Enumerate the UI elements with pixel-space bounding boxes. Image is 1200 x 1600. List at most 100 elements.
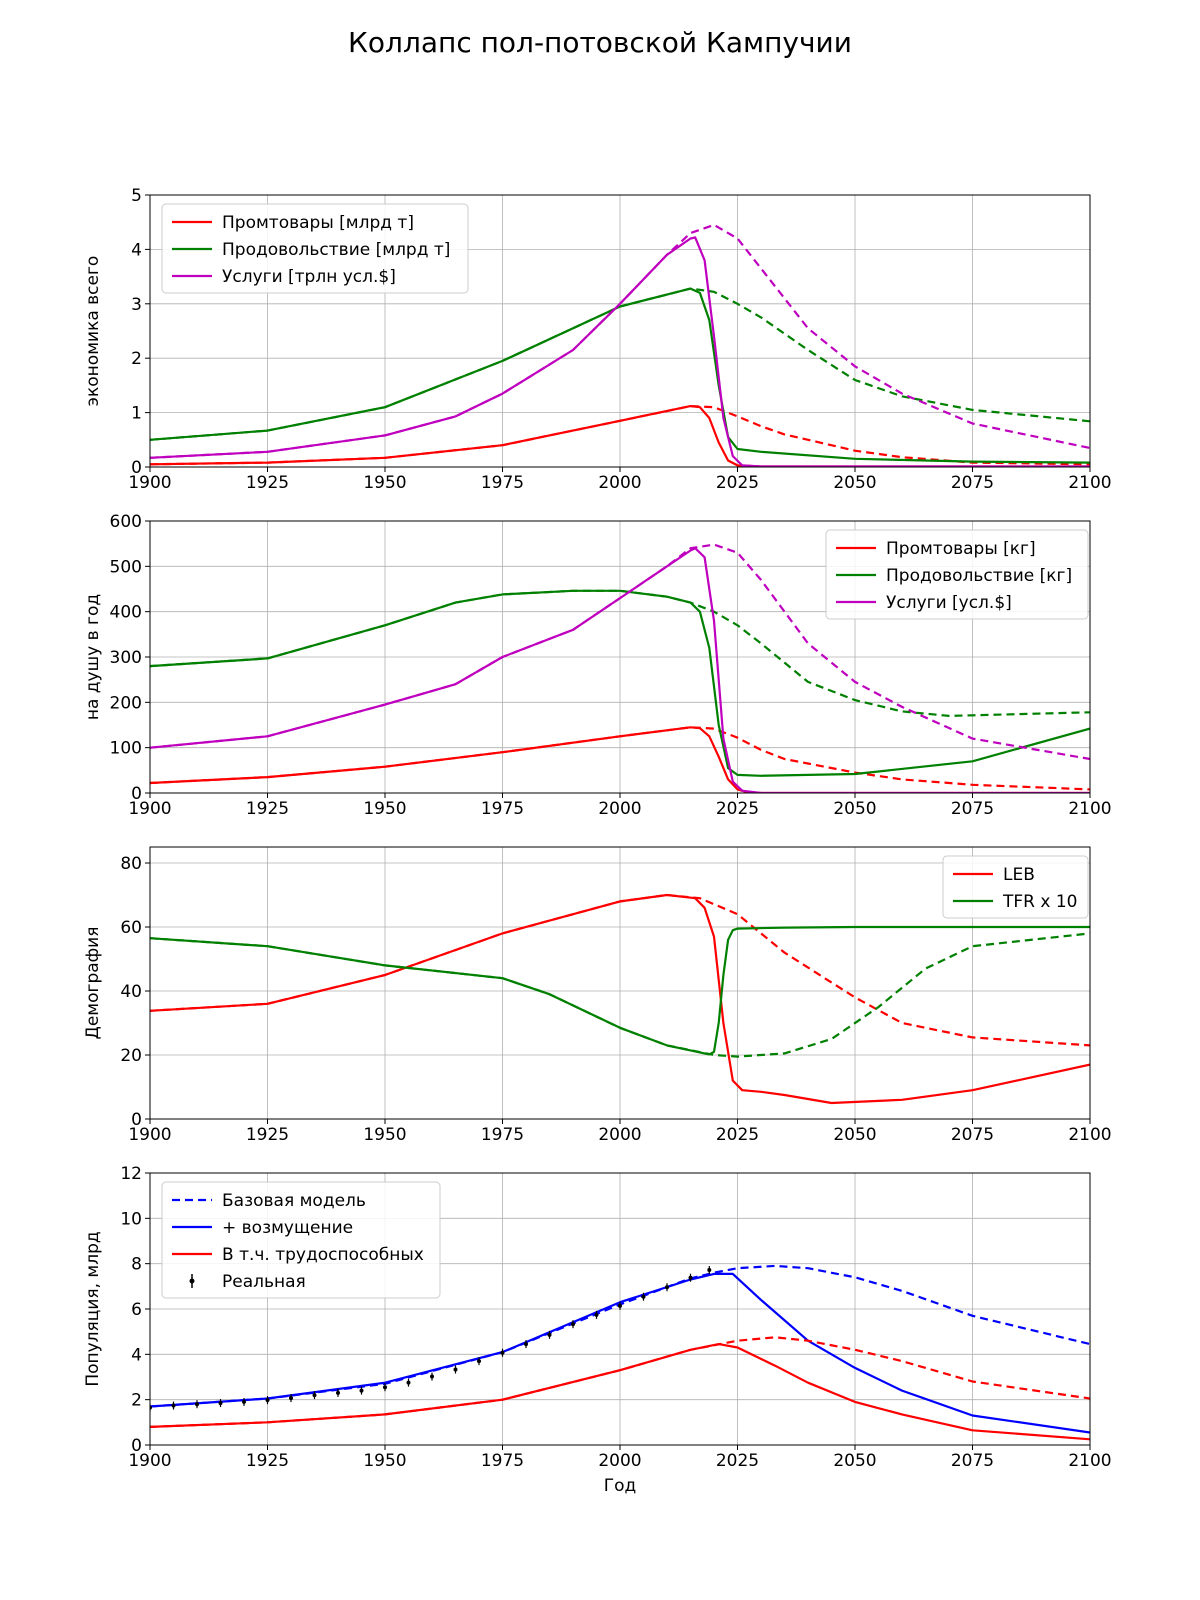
x-tick-label: 1975	[481, 473, 524, 493]
data-point	[641, 1294, 646, 1299]
y-tick-label: 2	[131, 1391, 142, 1411]
y-tick-label: 4	[131, 240, 142, 260]
y-tick-label: 400	[110, 603, 142, 623]
subplot-3: 1900 1925 1950 1975 2000 2025 2050 2075 2100 0 20 4…	[83, 846, 1112, 1145]
x-tick-label: 2050	[833, 473, 876, 493]
y-tick-label: 80	[120, 854, 142, 874]
legend-label: Базовая модель	[222, 1191, 366, 1211]
x-tick-label: 2100	[1068, 473, 1111, 493]
y-tick-label: 6	[131, 1300, 142, 1320]
legend-box	[825, 529, 1089, 620]
y-tick-label: 12	[120, 1164, 142, 1184]
legend-label: Реальная	[222, 1272, 306, 1292]
y-axis-label: Популяция, млрд	[83, 1231, 103, 1386]
x-tick-label: 1925	[246, 1125, 289, 1145]
y-tick-label: 1	[131, 404, 142, 424]
data-point	[218, 1401, 223, 1406]
data-point	[477, 1359, 481, 1364]
series-line-3	[150, 1336, 1090, 1428]
y-tick-label: 10	[120, 1209, 142, 1229]
data-point	[500, 1350, 505, 1355]
legend: Промтовары [кг] Продовольствие [кг] Услуги…	[825, 529, 1089, 620]
data-point	[195, 1402, 199, 1407]
data-point	[524, 1342, 528, 1347]
data-point	[336, 1390, 340, 1395]
x-tick-label: 2050	[833, 1125, 876, 1145]
data-point	[453, 1367, 458, 1372]
data-point	[383, 1385, 387, 1390]
data-point	[688, 1275, 693, 1280]
data-point	[265, 1398, 270, 1403]
y-tick-label: 5	[131, 186, 142, 206]
data-point	[359, 1388, 364, 1393]
x-tick-label: 2075	[951, 473, 994, 493]
data-point	[171, 1403, 176, 1408]
x-tick-label: 1975	[481, 1125, 524, 1145]
subplot-2: 1900 1925 1950 1975 2000 2025 2050 2075 2100 0 100…	[83, 512, 1112, 819]
x-tick-label: 2100	[1068, 1451, 1111, 1471]
x-tick-label: 1900	[128, 1451, 171, 1471]
x-tick-label: 1950	[363, 1125, 406, 1145]
x-tick-label: 1925	[246, 473, 289, 493]
subplot-1: 1900 1925 1950 1975 2000 2025 2050 2075 2100 0 1 2 3…	[83, 186, 1112, 493]
y-tick-label: 40	[120, 982, 142, 1002]
series-line-2	[150, 1272, 1090, 1434]
data-point	[547, 1332, 552, 1337]
data-point	[430, 1374, 434, 1379]
subplot-4: 1900 1925 1950 1975 2000 2025 2050 2075 2100 0 2 4 6…	[83, 1164, 1112, 1496]
x-tick-label: 2000	[598, 1451, 641, 1471]
legend: LEB TFR x 10	[942, 855, 1089, 919]
series-line-4	[150, 1343, 1090, 1441]
data-point	[571, 1322, 575, 1327]
data-point	[406, 1380, 411, 1385]
x-tick-label: 2100	[1068, 799, 1111, 819]
x-tick-label: 2000	[598, 1125, 641, 1145]
x-tick-label: 2075	[951, 1451, 994, 1471]
data-point	[312, 1393, 317, 1398]
y-axis-label: Демография	[83, 927, 103, 1040]
x-tick-label: 2025	[716, 1125, 759, 1145]
data-point	[289, 1396, 293, 1401]
x-tick-label: 2075	[951, 799, 994, 819]
y-tick-label: 600	[110, 512, 142, 532]
x-tick-label: 1975	[481, 1451, 524, 1471]
legend-marker-dot	[189, 1278, 195, 1284]
legend-label: В т.ч. трудоспособных	[222, 1245, 424, 1265]
x-tick-label: 1900	[128, 1125, 171, 1145]
x-tick-label: 1975	[481, 799, 524, 819]
series-line-6	[150, 547, 1090, 793]
x-tick-label: 2050	[833, 1451, 876, 1471]
legend-label: Услуги [усл.$]	[886, 593, 1012, 613]
y-tick-label: 8	[131, 1255, 142, 1275]
y-tick-label: 0	[131, 1436, 142, 1456]
y-tick-label: 4	[131, 1345, 142, 1365]
data-point	[665, 1285, 669, 1290]
series-line-4	[150, 925, 1090, 1056]
y-tick-label: 2	[131, 349, 142, 369]
series-line-4	[150, 589, 1090, 777]
legend: Базовая модель + возмущение В т.ч. трудосп…	[161, 1181, 441, 1299]
y-axis-label: на душу в год	[83, 594, 103, 720]
figure-title: Коллапс пол-потовской Кампучии	[348, 26, 852, 59]
legend-box	[942, 855, 1089, 919]
y-tick-label: 200	[110, 693, 142, 713]
x-tick-label: 1900	[128, 473, 171, 493]
data-point	[707, 1268, 712, 1273]
legend-label: Промтовары [млрд т]	[222, 213, 414, 233]
x-tick-label: 1950	[363, 1451, 406, 1471]
y-tick-label: 20	[120, 1046, 142, 1066]
data-point	[242, 1399, 246, 1404]
y-tick-label: 3	[131, 295, 142, 315]
legend-label: + возмущение	[222, 1218, 353, 1238]
legend-box	[161, 203, 469, 294]
x-tick-label: 2100	[1068, 1125, 1111, 1145]
y-tick-label: 500	[110, 557, 142, 577]
x-tick-label: 1900	[128, 799, 171, 819]
legend-label: LEB	[1003, 865, 1035, 885]
y-tick-label: 0	[131, 458, 142, 478]
x-tick-label: 2025	[716, 1451, 759, 1471]
series-line-4	[150, 287, 1090, 464]
x-tick-label: 2025	[716, 799, 759, 819]
legend-label: Продовольствие [млрд т]	[222, 240, 450, 260]
